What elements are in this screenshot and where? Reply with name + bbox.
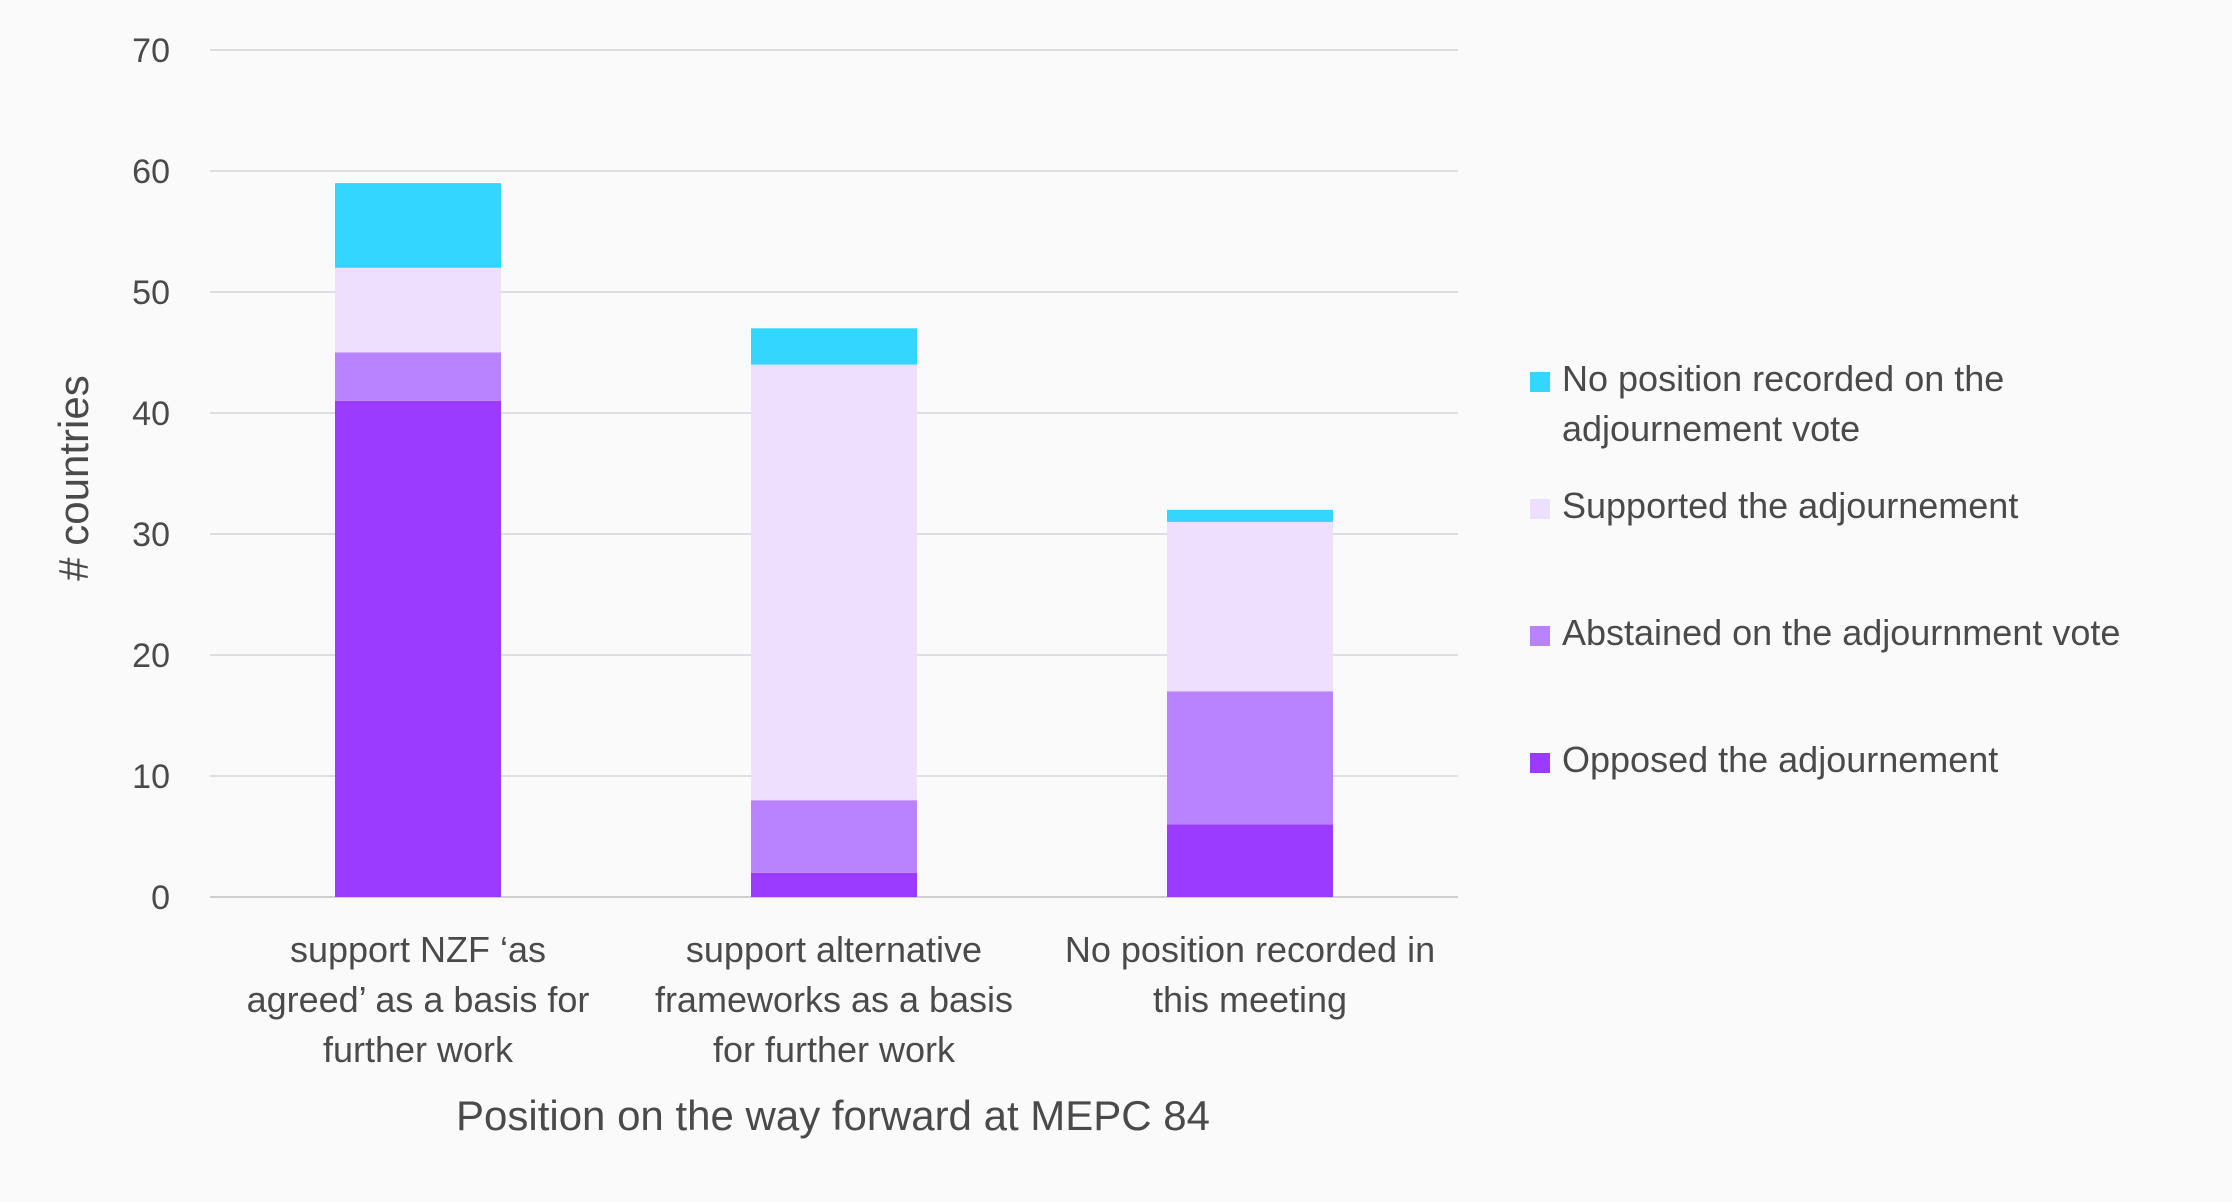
bar-segment [1167,509,1333,522]
bar-segment [751,872,917,897]
bar-segment [1167,521,1333,692]
bar-segment [1167,691,1333,825]
y-tick-label: 10 [132,758,170,796]
x-category-label-line: this meeting [1153,979,1347,1020]
x-category-label: support NZF ‘as agreed’ as a basis for fur… [247,929,590,1070]
y-axis-title: # countries [50,375,97,580]
legend-swatch [1530,753,1550,773]
legend-label: Opposed the adjournement [1562,739,1998,780]
bar-segment [335,267,501,353]
y-axis-ticks: 0 10 20 30 40 50 60 70 [132,32,170,917]
bar-segment [1167,824,1333,897]
x-category-label-line: support NZF ‘as [290,929,546,970]
legend-swatch [1530,499,1550,519]
bar-segment [335,400,501,897]
legend-swatch [1530,372,1550,392]
bar-segment [335,183,501,268]
y-tick-label: 20 [132,637,170,675]
legend: No position recorded on the adjournement … [1530,358,2120,780]
legend-label: No position recorded on the adjournement … [1562,358,2004,449]
bar-segment [751,800,917,873]
x-category-label-line: for further work [713,1029,956,1070]
y-tick-label: 60 [132,153,170,191]
x-category-label-line: No position recorded in [1065,929,1435,970]
y-tick-label: 50 [132,274,170,312]
x-category-label: support alternative frameworks as a basis… [655,929,1013,1070]
x-category-label-line: support alternative [686,929,982,970]
bars [335,183,1333,897]
x-category-label-line: further work [323,1029,514,1070]
x-category-label-line: frameworks as a basis [655,979,1013,1020]
bar-segment [335,352,501,401]
legend-label-line: Opposed the adjournement [1562,739,1998,780]
y-tick-label: 0 [151,879,170,917]
y-tick-label: 70 [132,32,170,70]
legend-label-line: No position recorded on the [1562,358,2004,399]
bar-segment [751,328,917,365]
x-axis-title: Position on the way forward at MEPC 84 [456,1092,1210,1139]
legend-label: Supported the adjournement [1562,485,2018,526]
x-category-label: No position recorded in this meeting [1065,929,1435,1020]
y-tick-label: 30 [132,516,170,554]
legend-label-line: Abstained on the adjournment vote [1562,612,2120,653]
x-category-label-line: agreed’ as a basis for [247,979,590,1020]
legend-label-line: Supported the adjournement [1562,485,2018,526]
y-tick-label: 40 [132,395,170,433]
bar-segment [751,364,917,801]
legend-swatch [1530,626,1550,646]
legend-label-line: adjournement vote [1562,408,1860,449]
x-axis-categories: support NZF ‘as agreed’ as a basis for fur… [247,929,1436,1070]
legend-label: Abstained on the adjournment vote [1562,612,2120,653]
